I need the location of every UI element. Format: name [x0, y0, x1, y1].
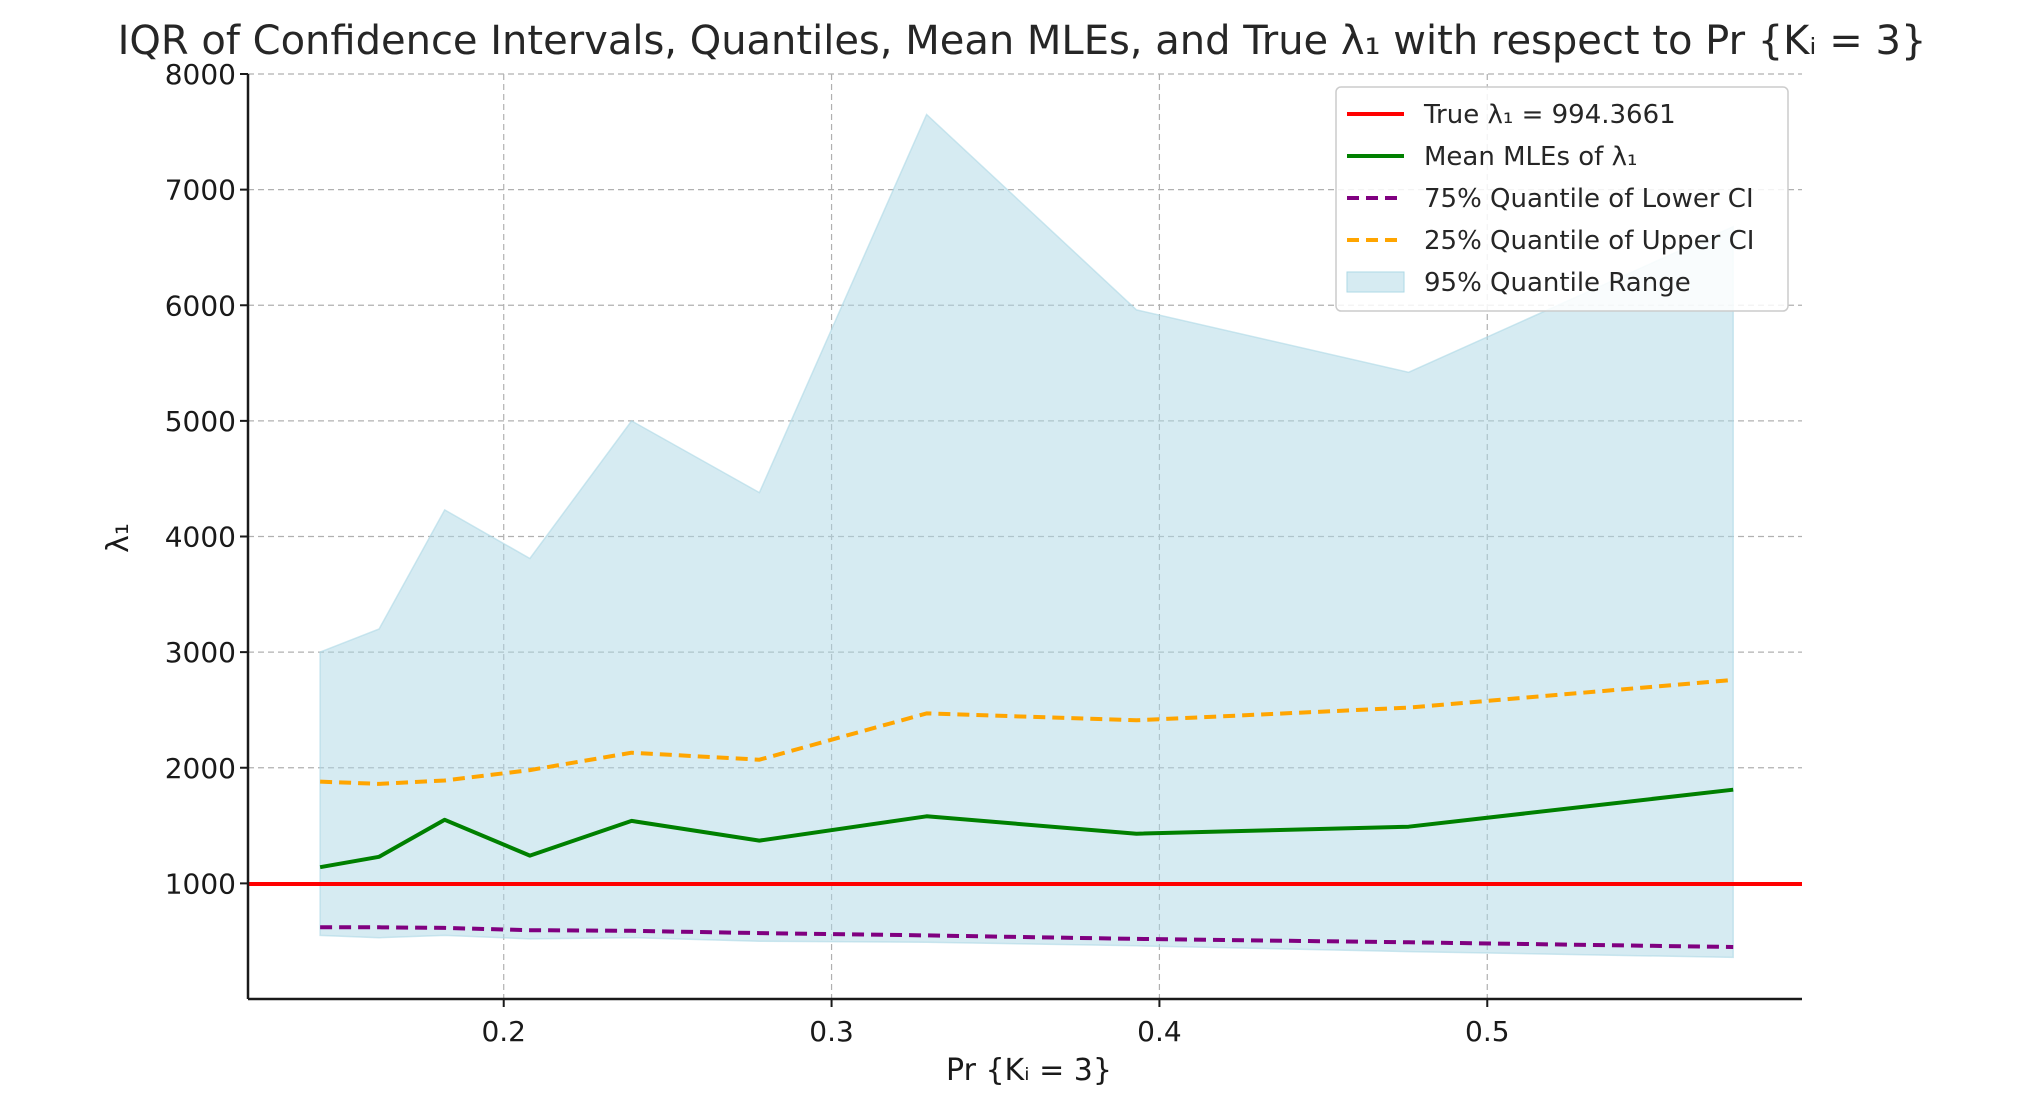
- y-tick-label: 8000: [165, 58, 236, 91]
- chart-title: IQR of Confidence Intervals, Quantiles, …: [118, 18, 1927, 64]
- legend-entry-label: Mean MLEs of λ₁: [1424, 142, 1637, 172]
- x-tick-label: 0.5: [1465, 1015, 1510, 1048]
- legend-box: [1335, 86, 1789, 312]
- quantile-range-band: [319, 113, 1734, 959]
- y-tick-label: 5000: [165, 405, 236, 438]
- legend-entry-label: True λ₁ = 994.3661: [1423, 100, 1676, 130]
- legend-entry-label: 75% Quantile of Lower CI: [1424, 184, 1754, 214]
- axes: [240, 73, 1802, 1007]
- series-line-1: [319, 787, 1734, 870]
- legend: True λ₁ = 994.3661 Mean MLEs of λ₁ 75% Qua…: [1335, 86, 1789, 312]
- y-tick-label: 3000: [165, 636, 236, 669]
- series-line-2: [320, 925, 1734, 949]
- series-line-3: [320, 677, 1734, 786]
- x-tick-label: 0.4: [1137, 1015, 1182, 1048]
- legend-entry-label: 25% Quantile of Upper CI: [1424, 226, 1754, 256]
- y-tick-label: 7000: [165, 174, 236, 207]
- y-tick-labels: 1000 2000 3000 4000 5000 6000 7000 8000: [165, 58, 236, 900]
- x-tick-labels: 0.2 0.3 0.4 0.5: [481, 1015, 1509, 1048]
- legend-entry-label: 95% Quantile Range: [1424, 268, 1691, 298]
- x-axis-label: Pr {Kᵢ = 3}: [946, 1053, 1112, 1088]
- x-tick-label: 0.3: [809, 1015, 854, 1048]
- y-tick-label: 4000: [165, 521, 236, 554]
- line-layer: [248, 677, 1802, 949]
- y-tick-label: 2000: [165, 752, 236, 785]
- band-layer: [319, 113, 1734, 959]
- y-tick-label: 6000: [165, 289, 236, 322]
- y-axis-label: λ₁: [101, 523, 136, 553]
- legend-swatch: [1346, 271, 1405, 293]
- x-tick-label: 0.2: [481, 1015, 526, 1048]
- y-tick-label: 1000: [165, 867, 236, 900]
